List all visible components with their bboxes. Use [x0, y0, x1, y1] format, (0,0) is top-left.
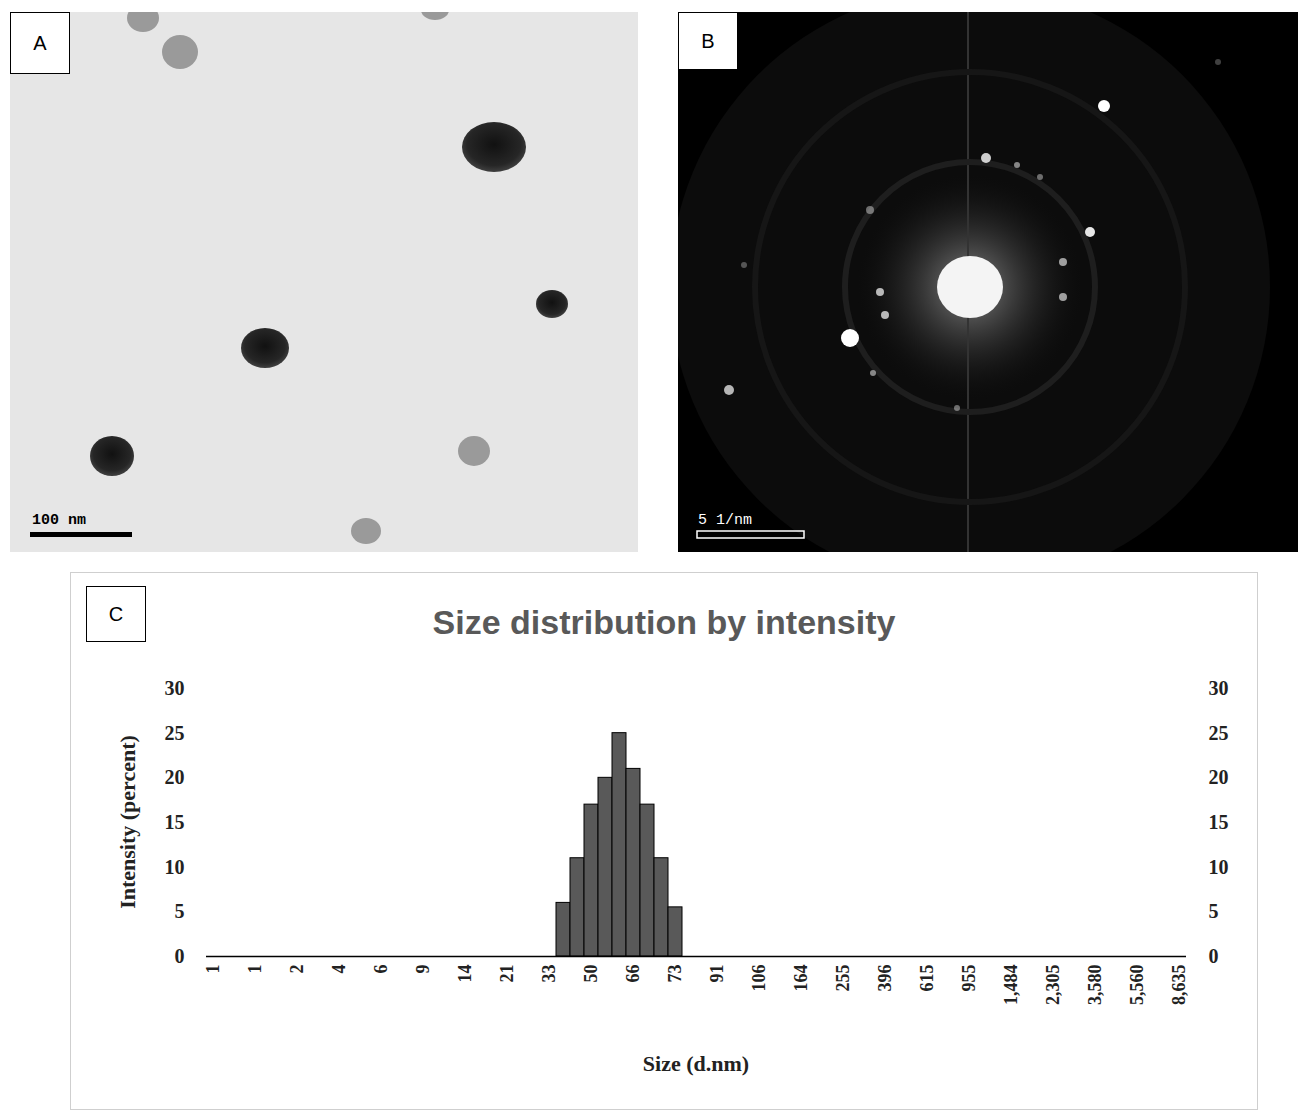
svg-text:21: 21: [497, 965, 517, 983]
svg-text:396: 396: [875, 965, 895, 992]
svg-text:30: 30: [165, 677, 185, 699]
svg-text:5,560: 5,560: [1127, 965, 1147, 1006]
svg-text:0: 0: [1209, 945, 1219, 967]
svg-text:1,484: 1,484: [1001, 965, 1021, 1006]
svg-text:615: 615: [917, 965, 937, 992]
svg-text:1: 1: [203, 965, 223, 974]
svg-text:20: 20: [165, 766, 185, 788]
svg-text:66: 66: [623, 965, 643, 983]
svg-text:20: 20: [1209, 766, 1229, 788]
svg-text:8,635: 8,635: [1169, 965, 1189, 1006]
svg-text:6: 6: [371, 965, 391, 974]
svg-text:50: 50: [581, 965, 601, 983]
html-text:C: C: [108, 602, 124, 625]
svg-text:100 nm: 100 nm: [32, 512, 86, 529]
svg-text:255: 255: [833, 965, 853, 992]
svg-text:10: 10: [1209, 856, 1229, 878]
svg-text:9: 9: [413, 965, 433, 974]
svg-text:955: 955: [959, 965, 979, 992]
svg-text:3,580: 3,580: [1085, 965, 1105, 1006]
html-text:A: A: [33, 31, 47, 54]
svg-text:33: 33: [539, 965, 559, 983]
svg-text:2,305: 2,305: [1043, 965, 1063, 1006]
svg-text:91: 91: [707, 965, 727, 983]
svg-text:1: 1: [245, 965, 265, 974]
svg-text:4: 4: [329, 965, 349, 974]
svg-text:5 1/nm: 5 1/nm: [698, 512, 752, 529]
svg-text:164: 164: [791, 965, 811, 992]
svg-text:2: 2: [287, 965, 307, 974]
svg-text:5: 5: [175, 900, 185, 922]
svg-text:5: 5: [1209, 900, 1219, 922]
svg-text:10: 10: [165, 856, 185, 878]
svg-text:106: 106: [749, 965, 769, 992]
html-text:Intensity (percent): Intensity (percent): [115, 735, 140, 909]
html-text:Size (d.nm): Size (d.nm): [642, 1051, 750, 1076]
svg-text:25: 25: [165, 722, 185, 744]
svg-text:30: 30: [1209, 677, 1229, 699]
svg-text:0: 0: [175, 945, 185, 967]
html-text:B: B: [701, 29, 715, 52]
svg-text:14: 14: [455, 965, 475, 983]
svg-text:73: 73: [665, 965, 685, 983]
svg-text:25: 25: [1209, 722, 1229, 744]
html-text:Size distribution by intensity: Size distribution by intensity: [432, 603, 896, 641]
svg-text:15: 15: [165, 811, 185, 833]
svg-text:15: 15: [1209, 811, 1229, 833]
